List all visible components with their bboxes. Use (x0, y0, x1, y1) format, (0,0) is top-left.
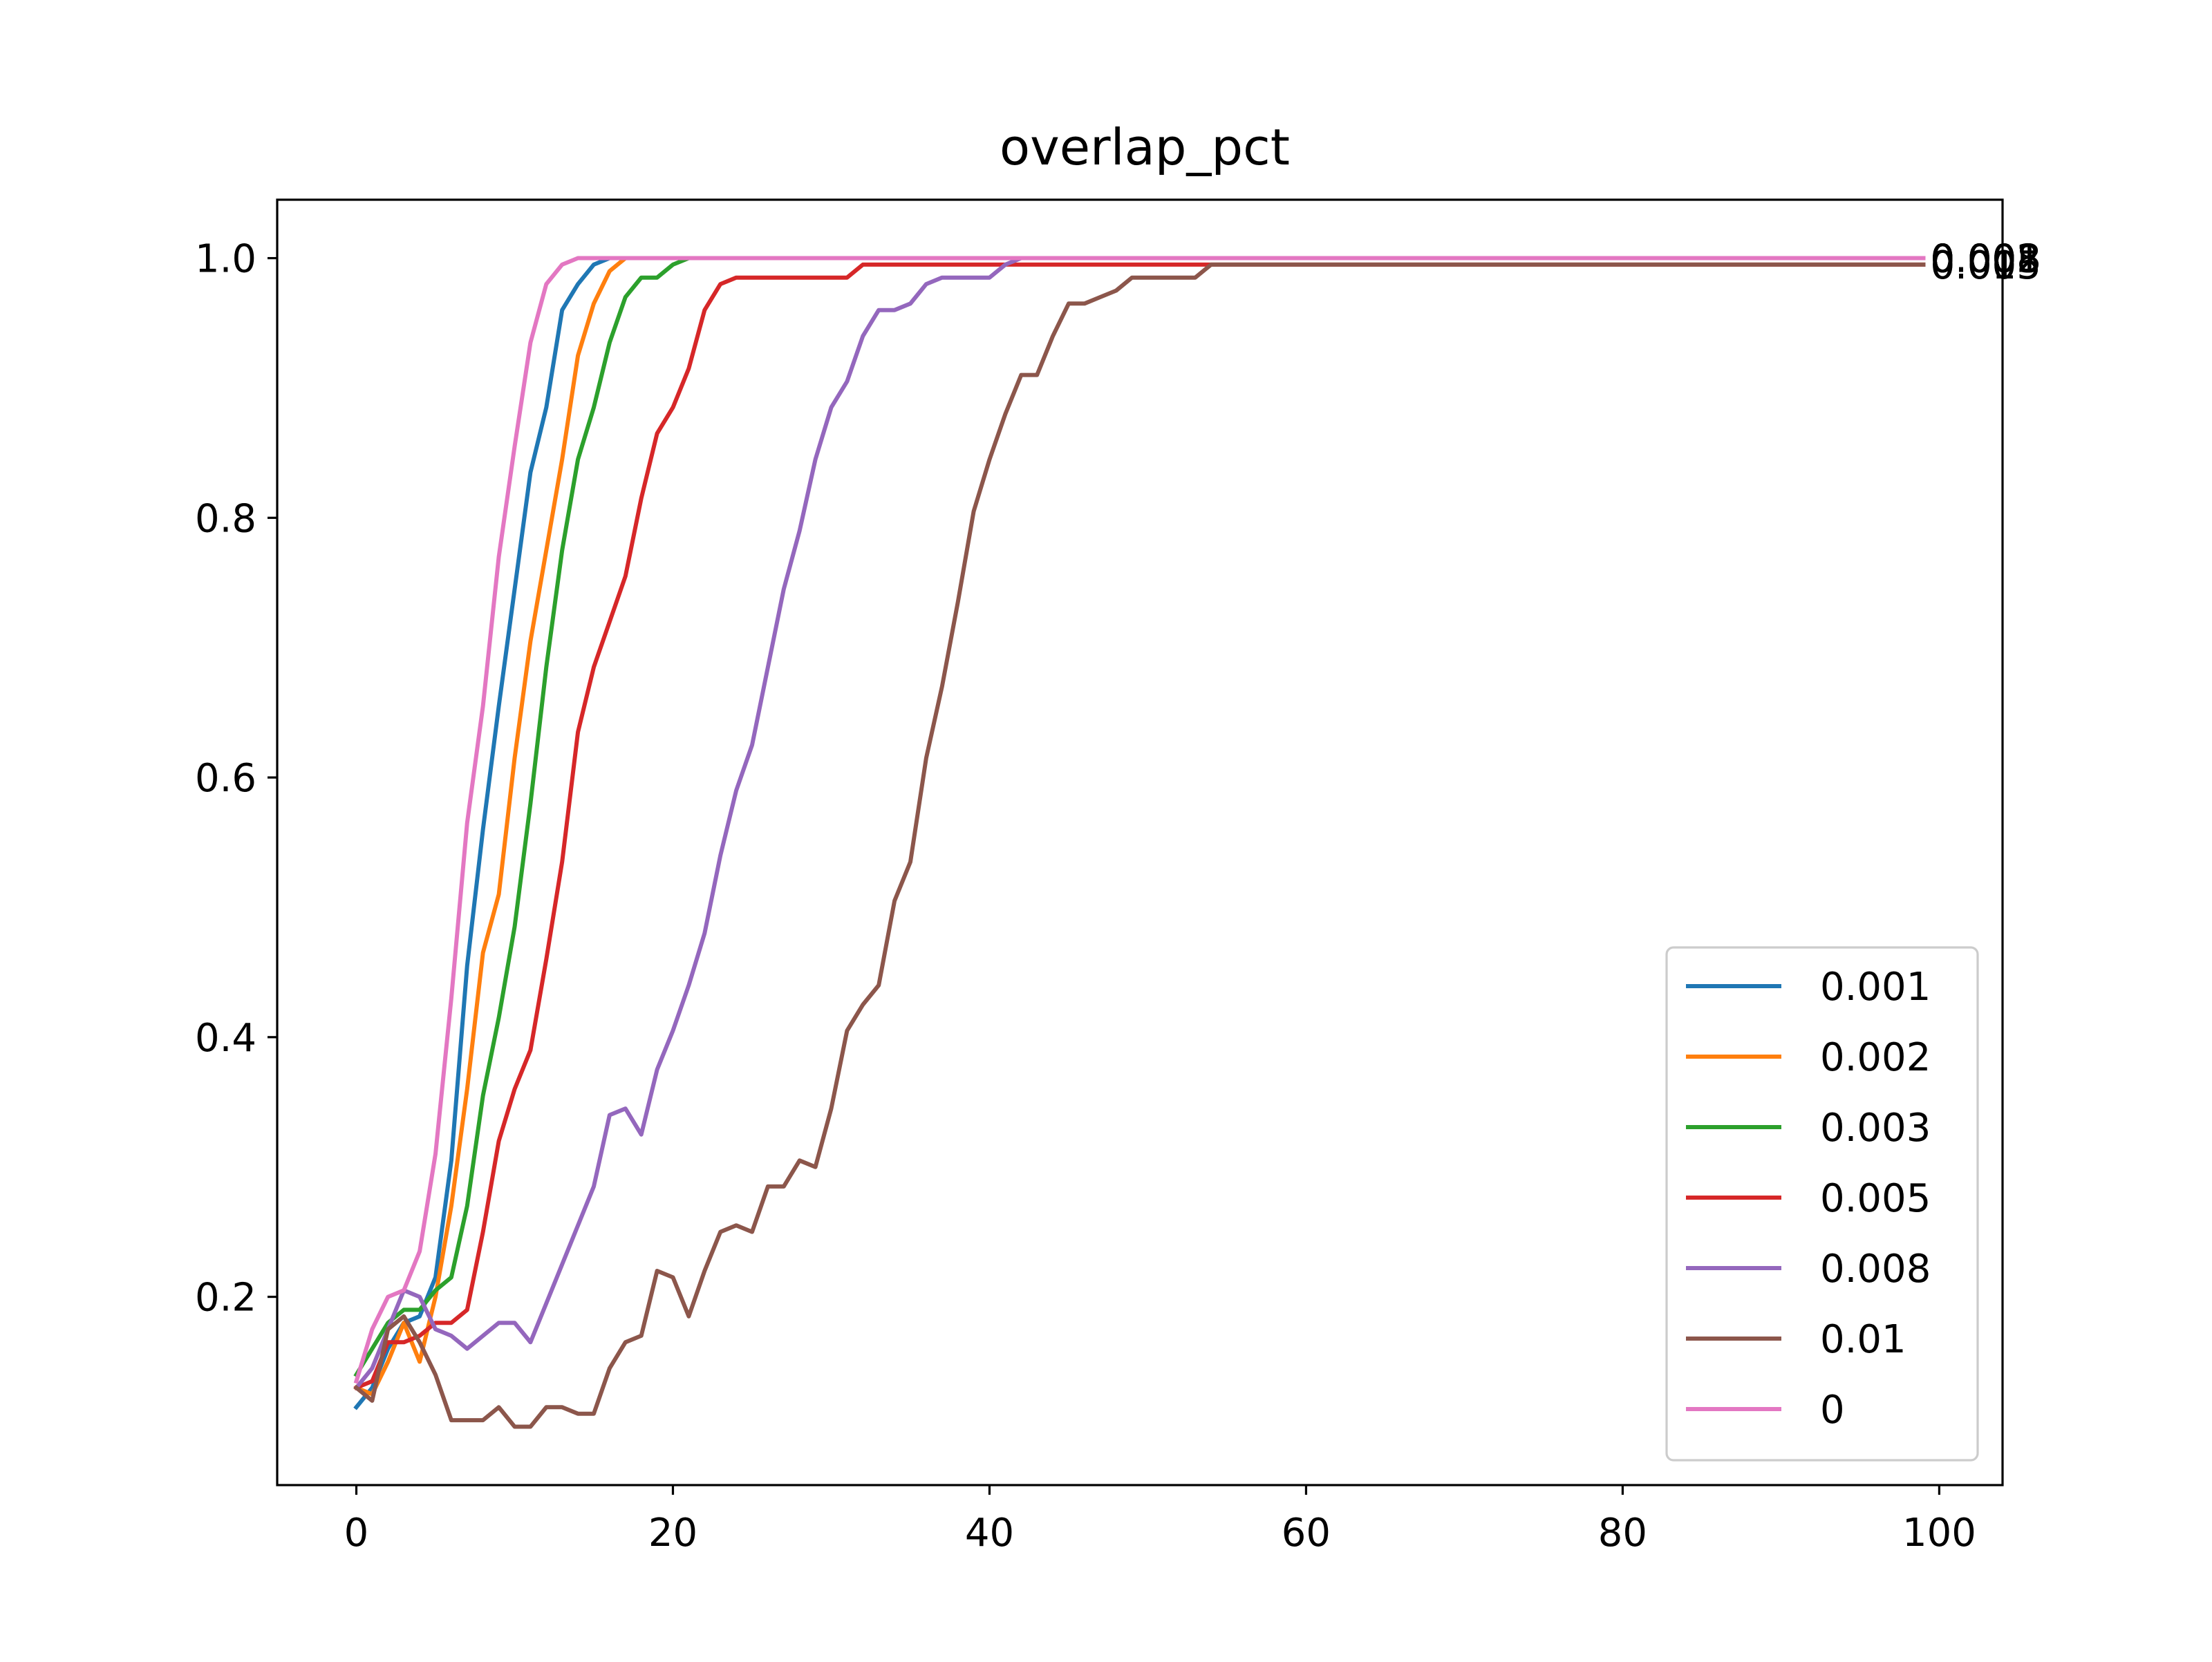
series-line-5 (353, 262, 1926, 1429)
legend-label-3: 0.005 (1820, 1176, 1931, 1221)
x-axis: 0 20 40 60 80 100 (344, 1485, 1976, 1556)
y-tick-label: 0.2 (195, 1276, 256, 1321)
series-end-label-5: 0.01 (1931, 243, 2017, 288)
x-tick-label: 100 (1902, 1511, 1976, 1556)
legend-box (1665, 946, 1979, 1462)
x-tick-label: 0 (344, 1511, 369, 1556)
y-tick-label: 0.6 (195, 756, 256, 801)
series-end-label-3: 0.005 (1931, 243, 2041, 288)
x-tick-label: 20 (648, 1511, 697, 1556)
plot-frame (276, 198, 2004, 1486)
legend-label-0: 0.001 (1820, 965, 1931, 1010)
legend-label-2: 0.003 (1820, 1106, 1931, 1151)
series-end-label-6: 0 (1931, 237, 1956, 282)
y-axis: 0.2 0.4 0.6 0.8 1.0 (195, 237, 277, 1321)
legend: 0.001 0.002 0.003 0.005 0.008 0.01 0 (1665, 946, 1979, 1462)
x-tick-label: 80 (1598, 1511, 1647, 1556)
legend-label-5: 0.01 (1820, 1317, 1906, 1362)
x-tick-label: 60 (1282, 1511, 1331, 1556)
y-tick-label: 0.4 (195, 1016, 256, 1061)
legend-label-6: 0 (1820, 1388, 1845, 1433)
chart-title: overlap_pct (1000, 118, 1290, 176)
series-end-label-4: 0.008 (1931, 237, 2041, 282)
series-end-label-1: 0.002 (1931, 237, 2041, 282)
y-tick-label: 0.8 (195, 496, 256, 541)
y-tick-label: 1.0 (195, 237, 256, 282)
legend-label-1: 0.002 (1820, 1035, 1931, 1080)
legend-label-4: 0.008 (1820, 1247, 1931, 1292)
series-line-6 (353, 256, 1926, 1384)
series-layer (353, 256, 1926, 1429)
series-end-label-2: 0.003 (1931, 237, 2041, 282)
x-tick-label: 40 (965, 1511, 1014, 1556)
series-end-label-0: 0.001 (1931, 237, 2041, 282)
